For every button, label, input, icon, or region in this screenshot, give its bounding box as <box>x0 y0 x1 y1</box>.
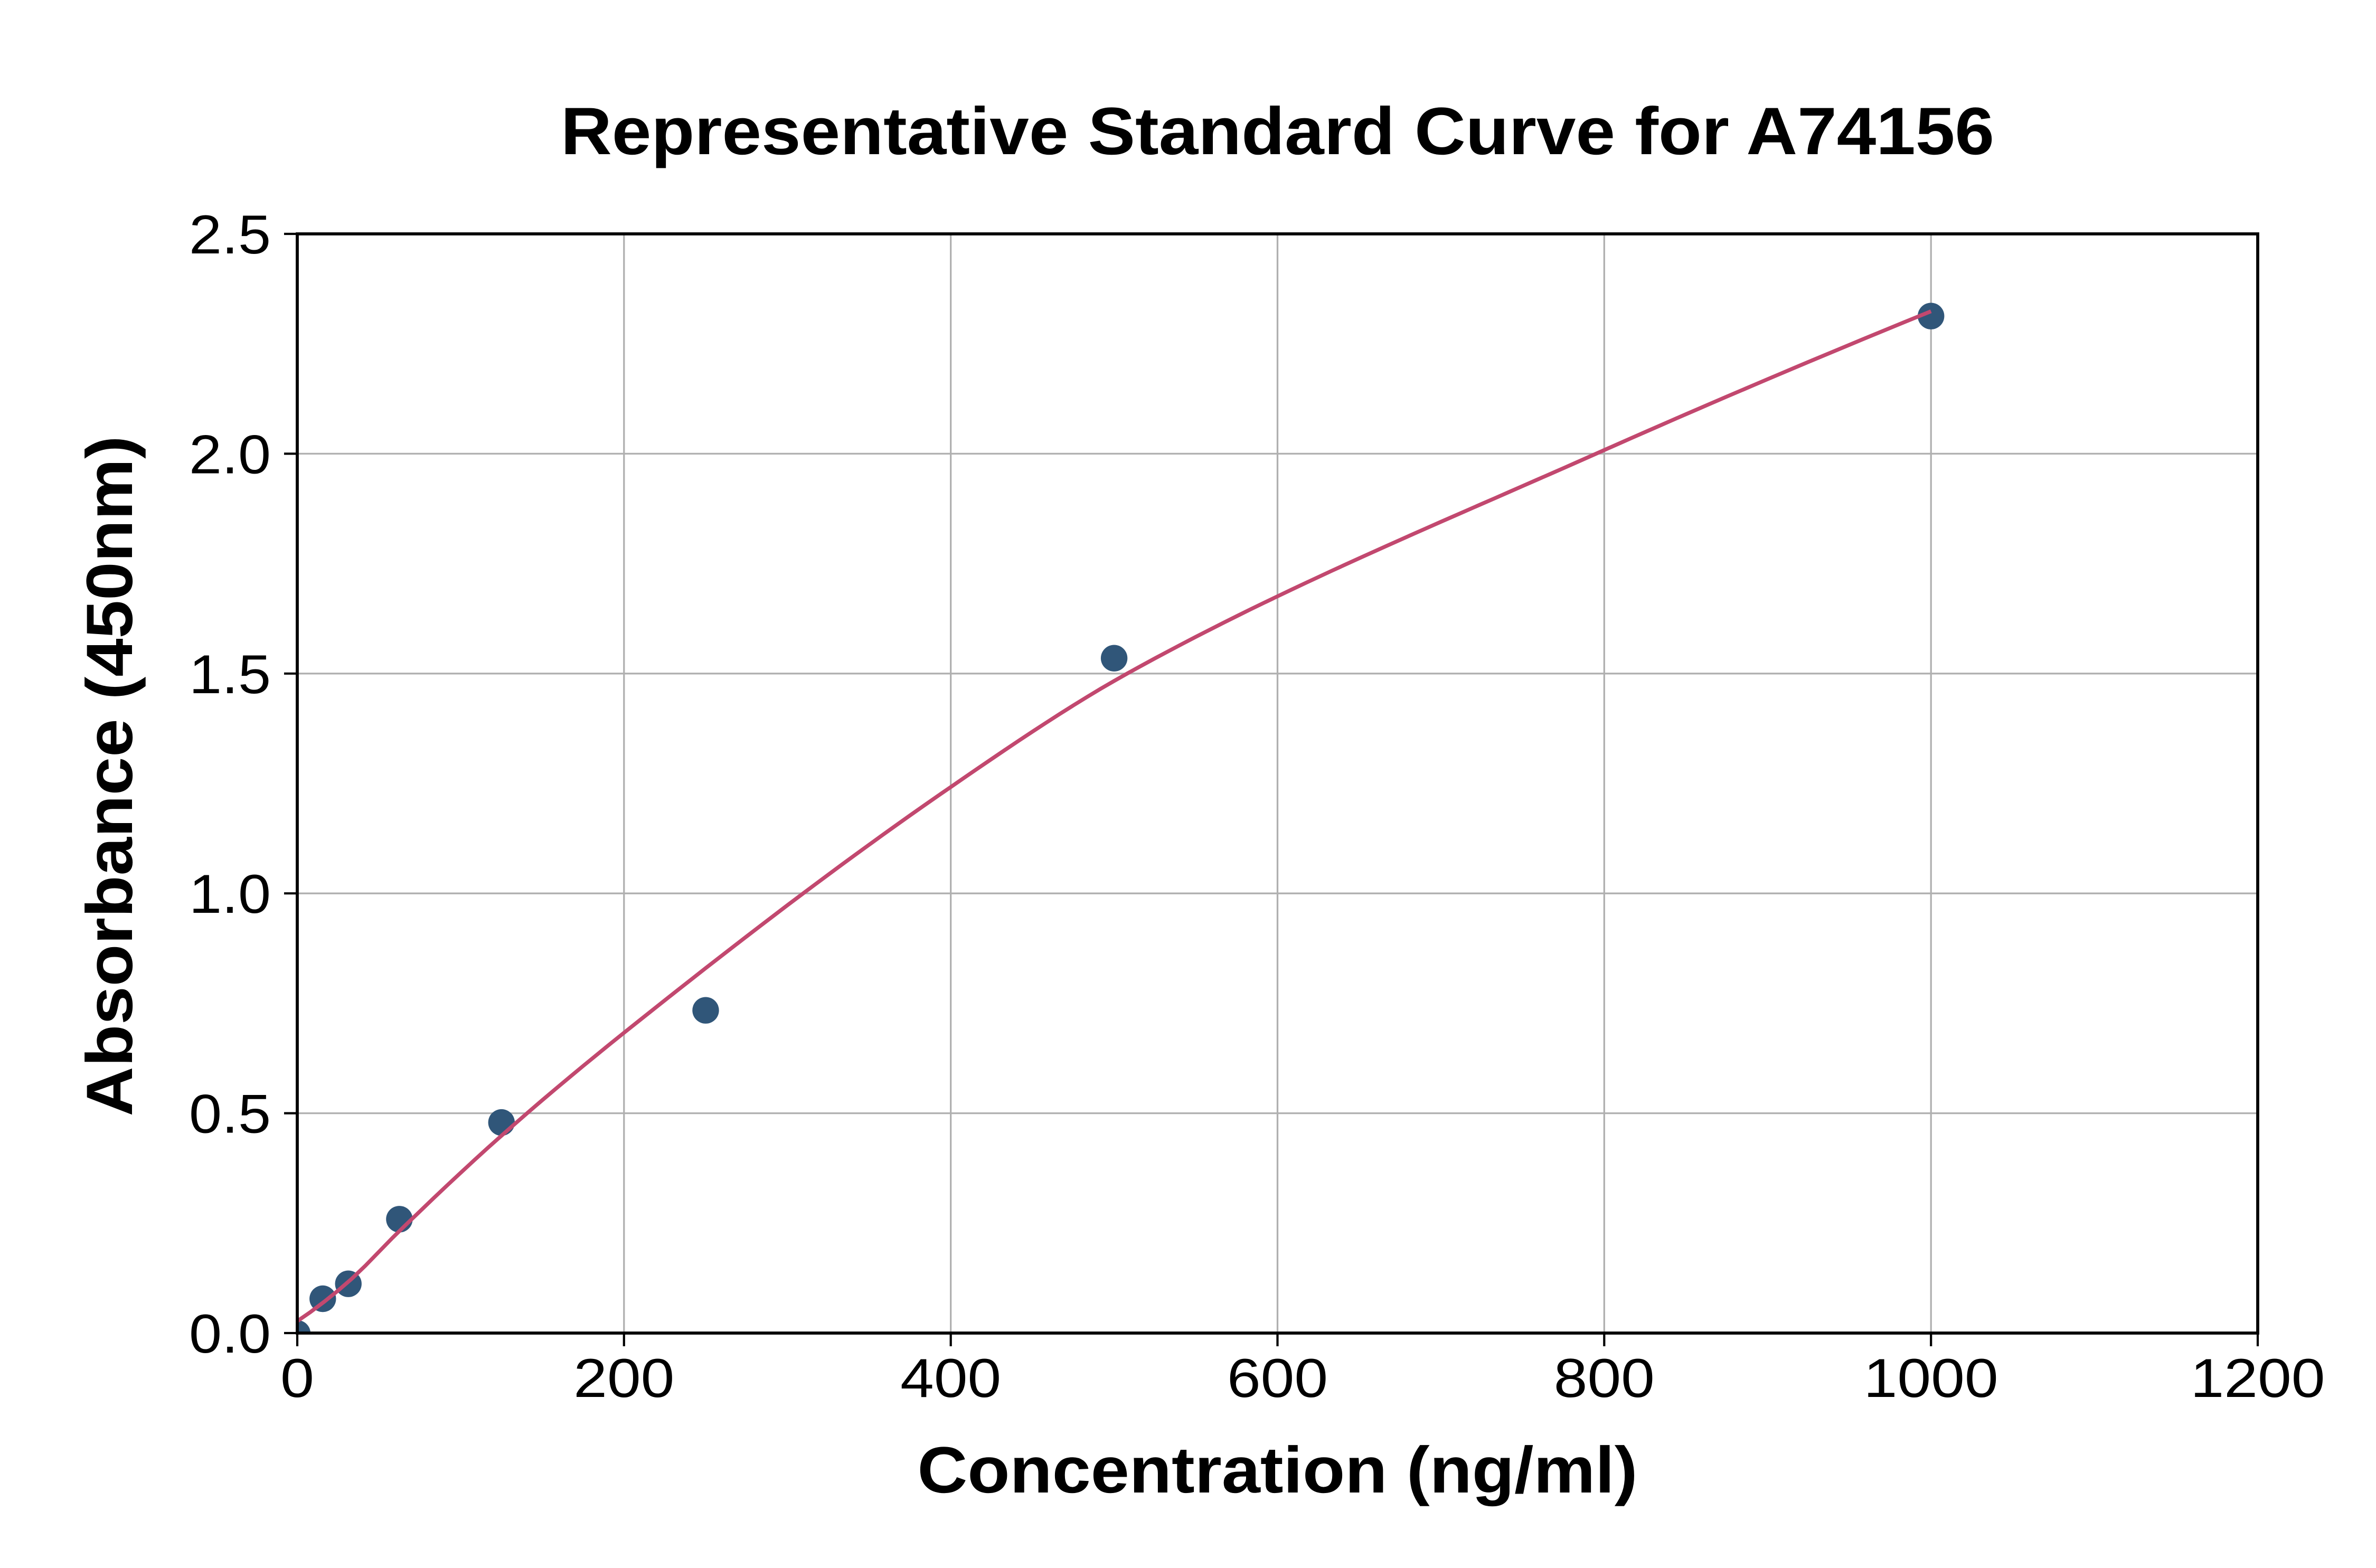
svg-text:600: 600 <box>1227 1348 1328 1409</box>
svg-text:800: 800 <box>1554 1348 1655 1409</box>
svg-text:2.5: 2.5 <box>189 204 271 266</box>
svg-text:Absorbance (450nm): Absorbance (450nm) <box>73 436 146 1116</box>
svg-text:1200: 1200 <box>2191 1348 2325 1409</box>
svg-text:200: 200 <box>573 1348 674 1409</box>
svg-text:0: 0 <box>280 1348 314 1409</box>
svg-text:Representative Standard Curve: Representative Standard Curve for A74156 <box>561 93 1994 168</box>
svg-text:0.5: 0.5 <box>189 1084 271 1145</box>
svg-text:1.0: 1.0 <box>189 864 271 925</box>
svg-text:2.0: 2.0 <box>189 424 271 485</box>
svg-text:1000: 1000 <box>1864 1348 1998 1409</box>
svg-text:Concentration (ng/ml): Concentration (ng/ml) <box>918 1434 1638 1507</box>
svg-text:0.0: 0.0 <box>189 1303 271 1365</box>
svg-text:1.5: 1.5 <box>189 644 271 705</box>
svg-text:400: 400 <box>900 1348 1001 1409</box>
